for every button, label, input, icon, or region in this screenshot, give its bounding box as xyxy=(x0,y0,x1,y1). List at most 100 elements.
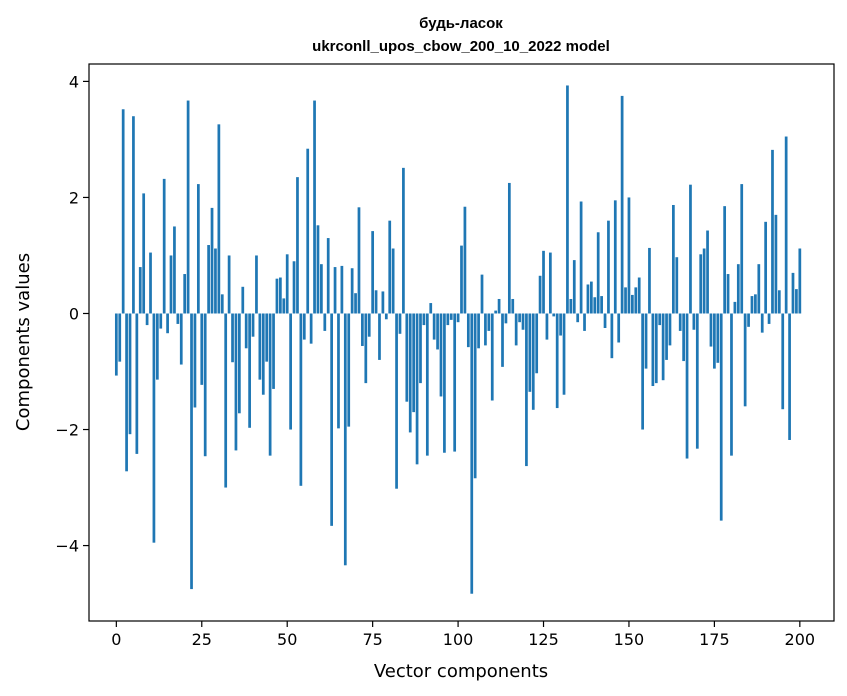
bar xyxy=(654,313,658,384)
bar xyxy=(754,294,757,314)
bar xyxy=(586,284,590,314)
bar xyxy=(299,313,303,486)
bar xyxy=(531,313,535,410)
bar xyxy=(231,313,234,363)
bar xyxy=(155,313,159,380)
bar xyxy=(716,313,720,363)
bar xyxy=(446,313,450,326)
y-axis-label: Components values xyxy=(13,253,34,431)
bar xyxy=(279,277,282,314)
bar xyxy=(740,184,744,314)
bar xyxy=(265,313,269,362)
bar xyxy=(733,301,737,314)
bar xyxy=(579,201,583,314)
bar xyxy=(542,250,545,314)
x-tick-label: 150 xyxy=(614,630,645,649)
bar xyxy=(736,264,740,314)
bar xyxy=(596,232,600,314)
bar xyxy=(548,252,552,314)
bar xyxy=(248,313,251,428)
bar xyxy=(429,303,433,314)
bar xyxy=(289,313,292,430)
bar xyxy=(583,313,586,331)
bar xyxy=(121,109,125,314)
bar xyxy=(275,278,279,314)
bar xyxy=(272,313,275,389)
bar xyxy=(514,313,518,346)
bar xyxy=(624,287,627,314)
bar xyxy=(296,177,299,314)
x-tick-label: 75 xyxy=(362,630,382,649)
bar xyxy=(610,313,614,359)
bar xyxy=(220,294,224,314)
bar xyxy=(777,290,781,314)
bar xyxy=(125,313,128,472)
bar xyxy=(282,298,286,314)
bar xyxy=(648,247,651,314)
bar xyxy=(566,85,569,314)
bar xyxy=(494,310,498,314)
bar xyxy=(422,313,426,326)
bar xyxy=(480,274,484,314)
bar xyxy=(203,313,207,457)
bar xyxy=(306,148,310,314)
bar xyxy=(528,313,532,392)
chart-subtitle: ukrconll_upos_cbow_200_10_2022 model xyxy=(312,38,610,55)
bar xyxy=(682,313,685,362)
bar xyxy=(672,204,675,314)
bar xyxy=(408,313,412,433)
bar xyxy=(405,313,409,402)
bar xyxy=(637,277,641,314)
bar xyxy=(378,313,381,360)
bar xyxy=(343,313,347,566)
bar xyxy=(173,226,176,314)
bar xyxy=(665,313,668,360)
bar xyxy=(443,313,446,453)
bar xyxy=(340,265,344,314)
bar xyxy=(261,313,265,395)
bar xyxy=(487,313,491,331)
bar xyxy=(255,255,258,314)
bar xyxy=(463,206,467,314)
bar xyxy=(590,281,593,314)
bar xyxy=(398,313,402,334)
bar xyxy=(747,313,750,327)
plot-frame xyxy=(88,63,835,622)
bar xyxy=(391,248,395,314)
bar xyxy=(159,313,163,329)
bar xyxy=(183,274,187,314)
bar xyxy=(607,220,610,314)
bar xyxy=(545,313,549,340)
bar xyxy=(600,296,603,314)
y-tick-label: 0 xyxy=(69,304,79,323)
bar xyxy=(552,313,556,317)
bar xyxy=(381,291,385,314)
bar xyxy=(166,313,169,334)
x-tick-label: 175 xyxy=(699,630,730,649)
bar xyxy=(449,313,453,320)
bar xyxy=(569,298,573,314)
bar xyxy=(190,313,193,590)
bar xyxy=(651,313,655,387)
bar xyxy=(347,313,351,427)
bar xyxy=(244,313,248,349)
bar xyxy=(685,313,689,459)
bar xyxy=(132,116,135,314)
chart-title: будь-ласок xyxy=(419,15,503,32)
bar xyxy=(149,252,152,314)
bar xyxy=(470,313,474,594)
bar xyxy=(497,298,501,314)
bar xyxy=(692,313,696,330)
bar xyxy=(436,313,439,350)
bar xyxy=(507,182,511,314)
bar xyxy=(781,313,785,410)
bar xyxy=(354,293,357,314)
bar xyxy=(432,313,436,340)
bar xyxy=(138,267,142,314)
bar xyxy=(309,313,313,344)
bar xyxy=(302,313,306,340)
bar xyxy=(367,313,371,337)
bar xyxy=(217,124,221,314)
bar xyxy=(292,261,296,314)
bar xyxy=(631,294,634,314)
